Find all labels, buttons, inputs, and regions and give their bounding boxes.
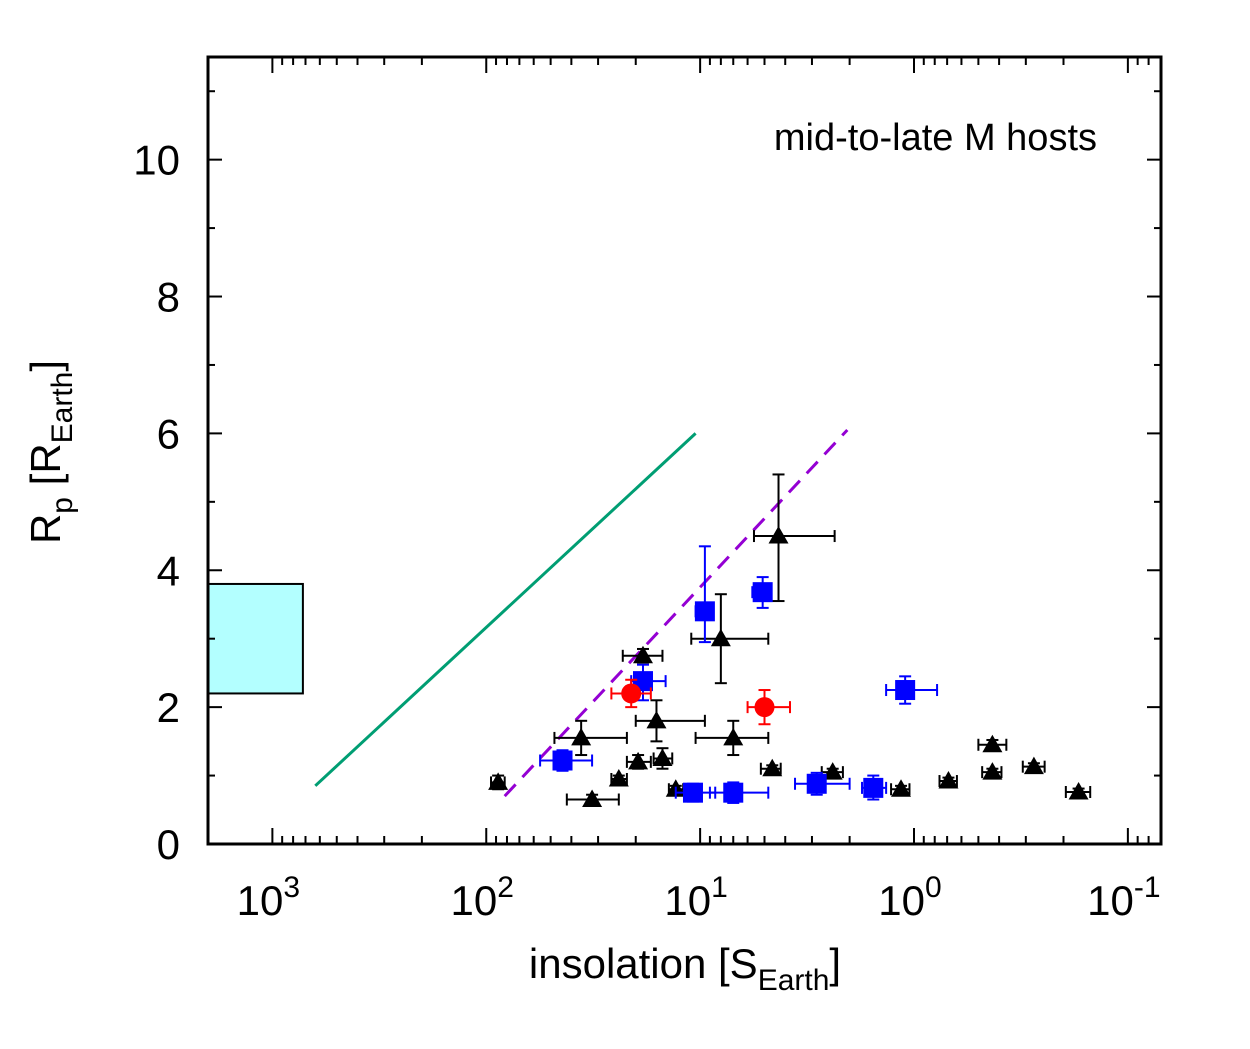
x-tick-label: 103 (237, 871, 300, 924)
triangle-point (1021, 756, 1046, 775)
y-tick-label: 8 (157, 274, 180, 321)
triangle-marker (632, 645, 653, 664)
square-point (539, 749, 594, 772)
triangle-point (977, 734, 1008, 753)
circle-point (746, 689, 791, 726)
triangle-point (608, 768, 629, 787)
region-layer (207, 582, 304, 695)
square-marker (863, 777, 884, 798)
square-point (751, 576, 773, 609)
square-marker (752, 582, 773, 603)
y-tick-label: 4 (157, 547, 180, 594)
square-point (674, 782, 717, 803)
square-marker (552, 750, 573, 771)
y-tick-label: 0 (157, 821, 180, 868)
x-tick-label: 101 (664, 871, 727, 924)
triangle-point (553, 719, 628, 757)
triangle-marker (652, 748, 673, 766)
square-marker (682, 782, 703, 803)
y-tick-label: 10 (133, 137, 180, 184)
triangle-marker (891, 779, 912, 797)
triangle-marker (628, 751, 649, 770)
tick-labels: 0 2 4 6 8 10 103 102 101 100 10-1 (133, 137, 1160, 924)
triangle-point (621, 645, 664, 664)
triangle-marker (938, 771, 959, 789)
triangle-point (938, 771, 959, 789)
y-tick-label: 6 (157, 410, 180, 457)
triangle-point (694, 719, 770, 757)
x-tick-label: 10-1 (1087, 871, 1160, 924)
triangle-marker (1068, 781, 1089, 800)
triangle-point (1064, 781, 1092, 800)
axis-ticks (208, 57, 1161, 845)
annotation-label: mid-to-late M hosts (774, 117, 1097, 159)
square-marker (806, 773, 827, 794)
triangle-marker (822, 762, 843, 780)
triangle-point (752, 473, 836, 603)
plot-frame (206, 55, 1163, 846)
triangle-marker (762, 758, 783, 777)
triangle-marker (768, 526, 789, 544)
triangle-marker (710, 628, 731, 647)
triangle-marker (982, 734, 1003, 753)
x-tick-label: 102 (451, 871, 514, 924)
shaded-region (207, 582, 304, 695)
triangle-point (565, 789, 620, 808)
y-axis-title: Rp [REarth] (22, 360, 79, 544)
square-marker (723, 782, 744, 803)
x-axis-title: insolation [SEarth] (529, 940, 841, 997)
triangle-point (981, 762, 1003, 780)
circle-point (610, 678, 652, 709)
square-point (708, 781, 770, 804)
solid-trend-line (314, 432, 697, 787)
triangle-marker (582, 789, 603, 808)
triangle-point (890, 779, 912, 797)
x-tick-label: 100 (878, 871, 941, 924)
square-marker (694, 601, 715, 622)
square-marker (895, 680, 916, 701)
y-tick-label: 2 (157, 684, 180, 731)
triangle-point (488, 772, 509, 791)
triangle-point (759, 758, 783, 777)
triangle-marker (646, 710, 667, 729)
triangle-point (625, 751, 652, 770)
circle-marker (754, 697, 775, 718)
triangle-marker (571, 727, 592, 746)
triangle-point (652, 747, 674, 770)
triangle-marker (723, 727, 744, 746)
dashed-trend-line (503, 428, 849, 798)
triangle-marker (488, 772, 509, 790)
triangle-point (634, 699, 706, 743)
square-point (794, 771, 851, 796)
triangle-marker (1023, 756, 1044, 775)
circle-marker (621, 683, 642, 704)
triangle-marker (982, 762, 1003, 780)
square-point (694, 545, 715, 644)
triangle-marker (608, 768, 629, 787)
data-points (488, 473, 1092, 808)
trend-lines (314, 428, 849, 798)
square-point (885, 675, 939, 705)
square-point (861, 774, 888, 801)
